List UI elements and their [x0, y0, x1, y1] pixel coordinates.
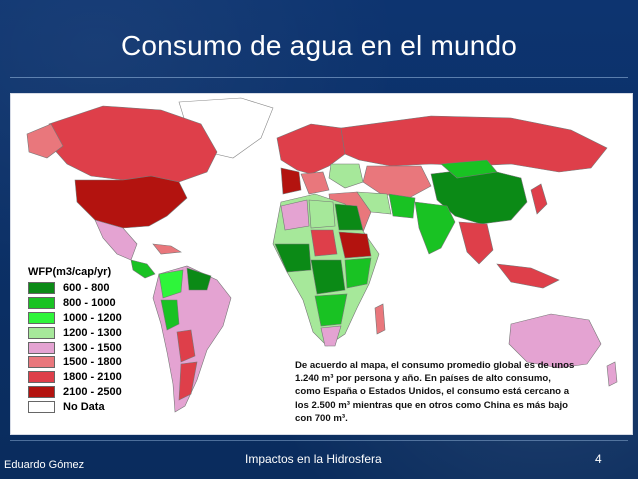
- legend-swatch: [28, 400, 55, 413]
- legend-item: 1200 - 1300: [28, 325, 122, 340]
- legend-swatch: [28, 341, 55, 354]
- legend-item: 1000 - 1200: [28, 311, 122, 326]
- world-water-footprint-map: WFP(m3/cap/yr) 600 - 800 800 - 1000 1000 -…: [10, 93, 633, 435]
- legend-item: 1500 - 1800: [28, 355, 122, 370]
- legend-swatch: [28, 282, 55, 295]
- legend-rows: 600 - 800 800 - 1000 1000 - 1200 1200 - 130…: [28, 281, 122, 414]
- legend-swatch: [28, 385, 55, 398]
- legend-swatch: [28, 297, 55, 310]
- legend-label: 1500 - 1800: [63, 356, 122, 369]
- legend-swatch: [28, 326, 55, 339]
- legend-swatch: [28, 371, 55, 384]
- footer-author: Eduardo Gómez: [4, 459, 85, 471]
- legend-item: 600 - 800: [28, 281, 122, 296]
- legend-item: 1800 - 2100: [28, 370, 122, 385]
- legend-label: 1200 - 1300: [63, 326, 122, 339]
- legend-label: 600 - 800: [63, 282, 110, 295]
- map-legend: WFP(m3/cap/yr) 600 - 800 800 - 1000 1000 -…: [28, 266, 122, 414]
- top-divider: [10, 77, 628, 78]
- world-map-graphic: [26, 97, 618, 413]
- legend-swatch: [28, 311, 55, 324]
- legend-item: 1300 - 1500: [28, 340, 122, 355]
- legend-title: WFP(m3/cap/yr): [28, 266, 112, 278]
- legend-swatch: [28, 356, 55, 369]
- bottom-divider: [10, 440, 628, 441]
- legend-label: No Data: [63, 400, 105, 413]
- footer-section-title: Impactos en la Hidrosfera: [245, 452, 382, 466]
- legend-label: 2100 - 2500: [63, 385, 122, 398]
- legend-label: 800 - 1000: [63, 297, 116, 310]
- legend-item: 2100 - 2500: [28, 385, 122, 400]
- legend-item: No Data: [28, 399, 122, 414]
- legend-label: 1300 - 1500: [63, 341, 122, 354]
- map-annotation-text: De acuerdo al mapa, el consumo promedio …: [295, 360, 575, 424]
- slide-title: Consumo de agua en el mundo: [120, 30, 518, 61]
- legend-label: 1800 - 2100: [63, 371, 122, 384]
- page-number: 4: [595, 452, 602, 466]
- legend-label: 1000 - 1200: [63, 311, 122, 324]
- legend-item: 800 - 1000: [28, 296, 122, 311]
